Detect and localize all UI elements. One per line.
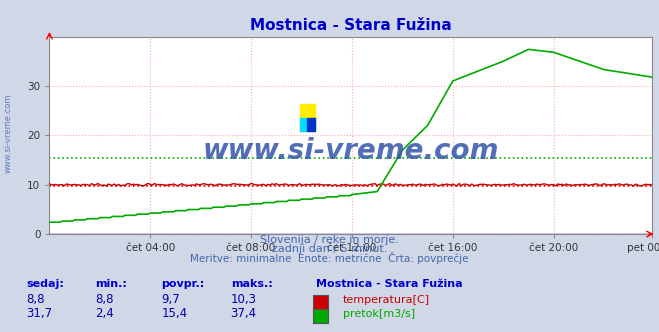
Text: 8,8: 8,8: [26, 293, 45, 306]
Text: 31,7: 31,7: [26, 307, 53, 320]
Bar: [307, 118, 315, 131]
Text: Mostnica - Stara Fužina: Mostnica - Stara Fužina: [316, 279, 463, 289]
Text: 15,4: 15,4: [161, 307, 188, 320]
Bar: [300, 118, 307, 131]
Text: 8,8: 8,8: [96, 293, 114, 306]
Text: 9,7: 9,7: [161, 293, 180, 306]
Text: zadnji dan / 5 minut.: zadnji dan / 5 minut.: [272, 244, 387, 254]
Text: Slovenija / reke in morje.: Slovenija / reke in morje.: [260, 235, 399, 245]
Title: Mostnica - Stara Fužina: Mostnica - Stara Fužina: [250, 18, 452, 33]
Text: 2,4: 2,4: [96, 307, 114, 320]
Text: pretok[m3/s]: pretok[m3/s]: [343, 309, 415, 319]
Text: www.si-vreme.com: www.si-vreme.com: [203, 137, 499, 165]
Text: povpr.:: povpr.:: [161, 279, 205, 289]
Text: 37,4: 37,4: [231, 307, 257, 320]
Text: sedaj:: sedaj:: [26, 279, 64, 289]
Text: temperatura[C]: temperatura[C]: [343, 295, 430, 305]
Text: maks.:: maks.:: [231, 279, 272, 289]
Text: 10,3: 10,3: [231, 293, 256, 306]
Text: Meritve: minimalne  Enote: metrične  Črta: povprečje: Meritve: minimalne Enote: metrične Črta:…: [190, 252, 469, 264]
Text: min.:: min.:: [96, 279, 127, 289]
Bar: [300, 104, 315, 131]
Text: www.si-vreme.com: www.si-vreme.com: [3, 93, 13, 173]
